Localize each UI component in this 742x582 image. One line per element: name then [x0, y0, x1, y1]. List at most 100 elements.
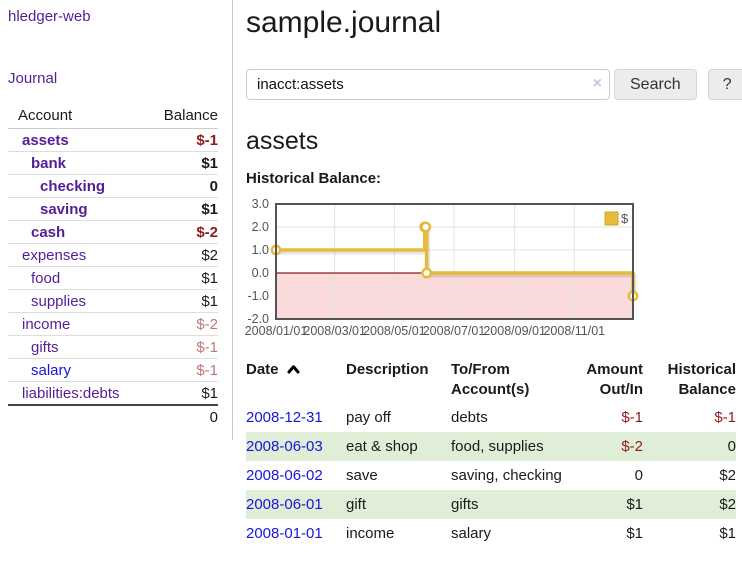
- transaction-date-cell: 2008-06-01: [246, 490, 346, 519]
- transaction-accounts: gifts: [451, 495, 479, 513]
- transaction-date-cell: 2008-06-03: [246, 432, 346, 461]
- account-balance: $2: [149, 243, 218, 267]
- account-link[interactable]: gifts: [31, 338, 59, 356]
- help-button[interactable]: ?: [707, 69, 742, 100]
- account-link[interactable]: checking: [40, 177, 106, 195]
- transaction-description: gift: [346, 495, 367, 513]
- accounts-total-value: 0: [8, 404, 218, 428]
- transaction-date-link[interactable]: 2008-06-02: [246, 466, 323, 484]
- register-header-row: Date Description To/From Account(s) Amou…: [246, 357, 736, 403]
- main-content: sample.journal × Search ? assets Histori…: [233, 0, 742, 548]
- transaction-accounts: saving, checking: [451, 466, 562, 484]
- account-balance: $-1: [149, 128, 218, 152]
- transaction-description: income: [346, 524, 395, 542]
- account-balance: $1: [149, 197, 218, 221]
- register-header-date[interactable]: Date: [246, 357, 346, 403]
- search-input[interactable]: [246, 69, 610, 100]
- sort-ascending-icon: [287, 360, 300, 380]
- register-row: 2008-01-01 income salary $1 $1: [246, 519, 736, 548]
- account-balance: $1: [149, 381, 218, 405]
- transaction-balance: $1: [719, 524, 736, 542]
- register-header-accounts: To/From Account(s): [451, 360, 530, 398]
- account-row: cash $-2: [8, 220, 218, 244]
- transaction-date-link[interactable]: 2008-06-01: [246, 495, 323, 513]
- accounts-header-balance: Balance: [149, 104, 218, 129]
- chart-title: Historical Balance:: [246, 169, 382, 187]
- account-link[interactable]: saving: [40, 200, 88, 218]
- svg-text:-1.0: -1.0: [247, 289, 269, 303]
- register-header-date-label: Date: [246, 360, 279, 378]
- transaction-date-cell: 2008-01-01: [246, 519, 346, 548]
- register-header-amount: Amount Out/In: [586, 360, 643, 398]
- search-button[interactable]: Search: [614, 69, 697, 100]
- clear-search-icon[interactable]: ×: [592, 75, 602, 92]
- sidebar-item-journal[interactable]: Journal: [8, 70, 58, 87]
- account-link[interactable]: liabilities:debts: [22, 384, 120, 402]
- transaction-accounts: salary: [451, 524, 492, 542]
- account-balance: $1: [149, 266, 218, 290]
- transaction-date-link[interactable]: 2008-01-01: [246, 524, 323, 542]
- account-balance: $-2: [149, 312, 218, 336]
- historical-balance-chart: $3.0 2.0 1.0 0.0 -1.0 -2.0 2008/01/01 2008/03/0…: [245, 197, 742, 341]
- transaction-balance: 0: [727, 437, 736, 455]
- transaction-amount: $-1: [621, 408, 643, 426]
- svg-text:$: $: [621, 211, 629, 226]
- register-row: 2008-06-01 gift gifts $1 $2: [246, 489, 736, 519]
- transaction-amount: $-2: [621, 437, 643, 455]
- svg-text:0.0: 0.0: [252, 266, 269, 280]
- account-balance: $-2: [149, 220, 218, 244]
- account-row: expenses $2: [8, 243, 218, 267]
- account-balance: $1: [149, 289, 218, 313]
- transaction-date-cell: 2008-06-02: [246, 461, 346, 490]
- transaction-date-link[interactable]: 2008-12-31: [246, 408, 323, 426]
- account-link[interactable]: assets: [22, 131, 69, 149]
- svg-text:2008/07/01: 2008/07/01: [423, 324, 486, 338]
- svg-text:-2.0: -2.0: [247, 312, 269, 326]
- account-link[interactable]: income: [22, 315, 71, 333]
- svg-text:2008/09/01: 2008/09/01: [483, 324, 546, 338]
- transaction-date-link[interactable]: 2008-06-03: [246, 437, 323, 455]
- account-row: saving $1: [8, 197, 218, 221]
- account-link[interactable]: cash: [31, 223, 66, 241]
- transaction-balance: $2: [719, 466, 736, 484]
- svg-text:3.0: 3.0: [252, 197, 269, 211]
- search-input-wrap: ×: [246, 69, 610, 100]
- svg-text:2008/05/01: 2008/05/01: [363, 324, 426, 338]
- svg-text:1.0: 1.0: [252, 243, 269, 257]
- transaction-balance: $2: [719, 495, 736, 513]
- account-row: income $-2: [8, 312, 218, 336]
- account-row: liabilities:debts $1: [8, 381, 218, 405]
- account-row: food $1: [8, 266, 218, 290]
- register-table: Date Description To/From Account(s) Amou…: [246, 357, 736, 548]
- brand-link[interactable]: hledger-web: [8, 8, 91, 25]
- account-row: checking 0: [8, 174, 218, 198]
- account-balance: $-1: [149, 335, 218, 359]
- page-title: sample.journal: [246, 6, 442, 39]
- accounts-header-account: Account: [8, 104, 150, 129]
- transaction-description: save: [346, 466, 378, 484]
- search-form: × Search ?: [246, 69, 742, 100]
- accounts-header-row: Account Balance: [8, 104, 218, 129]
- account-row: gifts $-1: [8, 335, 218, 359]
- account-link[interactable]: food: [31, 269, 61, 287]
- sidebar: hledger-web Journal Account Balance asse…: [0, 0, 233, 548]
- svg-text:2008/01/01: 2008/01/01: [245, 324, 308, 338]
- register-row: 2008-12-31 pay off debts $-1 $-1: [246, 403, 736, 432]
- transaction-accounts: food, supplies: [451, 437, 544, 455]
- transaction-balance: $-1: [714, 408, 736, 426]
- account-link[interactable]: salary: [31, 361, 72, 379]
- account-row: assets $-1: [8, 128, 218, 152]
- hledger-web-app: hledger-web Journal Account Balance asse…: [0, 0, 742, 548]
- accounts-table: Account Balance assets $-1 ban: [8, 104, 218, 428]
- transaction-amount: 0: [634, 466, 643, 484]
- account-link[interactable]: supplies: [31, 292, 87, 310]
- register-header-description: Description: [346, 360, 429, 378]
- transaction-accounts: debts: [451, 408, 488, 426]
- account-balance: $1: [149, 151, 218, 175]
- account-heading: assets: [246, 127, 319, 155]
- account-link[interactable]: bank: [31, 154, 67, 172]
- svg-text:2.0: 2.0: [252, 220, 269, 234]
- account-row: salary $-1: [8, 358, 218, 382]
- svg-text:2008/11/01: 2008/11/01: [543, 324, 605, 338]
- account-link[interactable]: expenses: [22, 246, 87, 264]
